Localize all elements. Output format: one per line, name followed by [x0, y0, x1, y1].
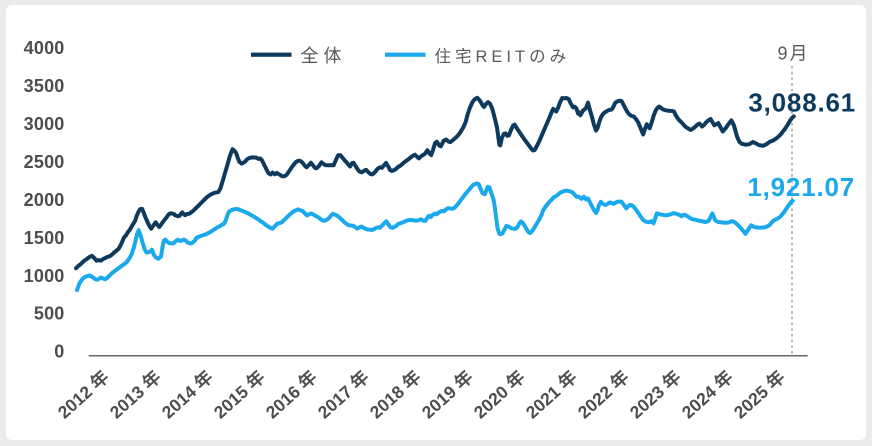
svg-text:2020 年: 2020 年	[470, 366, 529, 422]
svg-text:2022 年: 2022 年	[574, 366, 633, 422]
svg-text:全体: 全体	[301, 46, 347, 66]
svg-text:2500: 2500	[24, 152, 65, 172]
svg-text:2016 年: 2016 年	[262, 366, 321, 422]
svg-text:2023 年: 2023 年	[626, 366, 685, 422]
svg-text:2018 年: 2018 年	[366, 366, 425, 422]
svg-text:9月: 9月	[777, 44, 809, 64]
svg-text:2025 年: 2025 年	[730, 366, 789, 422]
svg-text:2019 年: 2019 年	[418, 366, 477, 422]
svg-text:2024 年: 2024 年	[678, 366, 737, 422]
svg-text:2013 年: 2013 年	[106, 366, 165, 422]
svg-text:2015 年: 2015 年	[210, 366, 269, 422]
svg-text:2017 年: 2017 年	[314, 366, 373, 422]
svg-text:1000: 1000	[24, 266, 65, 286]
svg-text:0: 0	[54, 342, 64, 362]
svg-text:500: 500	[34, 304, 65, 324]
svg-text:1500: 1500	[24, 228, 65, 248]
svg-text:2012 年: 2012 年	[54, 366, 113, 422]
svg-text:2014 年: 2014 年	[158, 366, 217, 422]
svg-text:3000: 3000	[24, 114, 65, 134]
svg-text:住宅REITのみ: 住宅REITのみ	[435, 47, 571, 66]
svg-text:4000: 4000	[24, 38, 65, 58]
svg-text:2000: 2000	[24, 190, 65, 210]
svg-text:2021 年: 2021 年	[522, 366, 581, 422]
svg-text:1,921.07: 1,921.07	[747, 172, 855, 202]
svg-text:3500: 3500	[24, 76, 65, 96]
svg-text:3,088.61: 3,088.61	[748, 88, 856, 118]
